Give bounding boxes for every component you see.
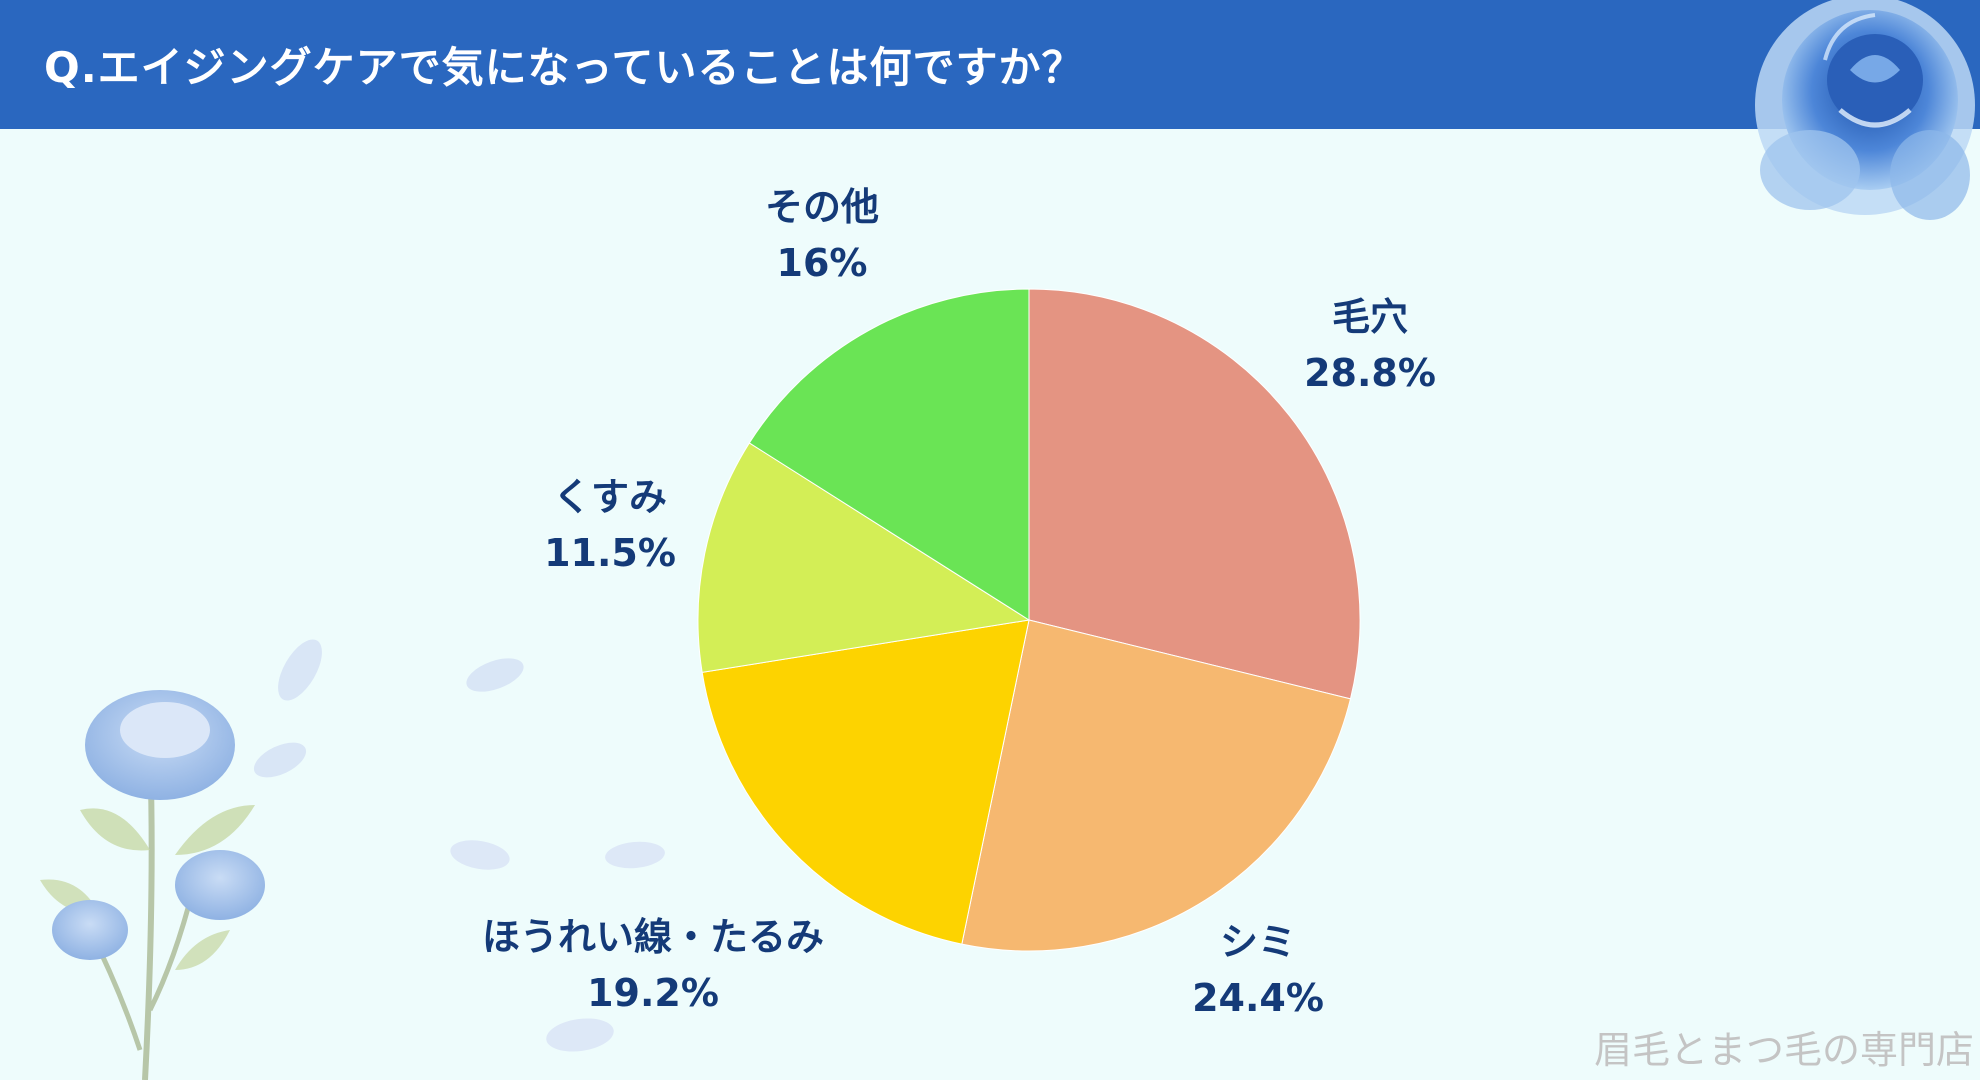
header-bar: Q.エイジングケアで気になっていることは何ですか？	[0, 0, 1980, 129]
slice-category-label: その他	[765, 185, 879, 229]
page-title: Q.エイジングケアで気になっていることは何ですか？	[44, 43, 1085, 92]
blue-rose-decoration-bottom	[40, 639, 665, 1080]
blue-rose-decoration-top	[1755, 0, 1975, 220]
slice-value-label: 19.2%	[587, 971, 719, 1015]
slice-value-label: 16%	[777, 241, 868, 285]
slice-category-label: シミ	[1220, 920, 1296, 964]
footer-credit: 眉毛とまつ毛の専門店	[1593, 1028, 1974, 1072]
slice-value-label: 24.4%	[1192, 976, 1324, 1020]
slice-category-label: 毛穴	[1332, 295, 1408, 339]
pie-slice	[748, 288, 1030, 621]
pie-slice	[697, 442, 1031, 673]
slice-value-label: 28.8%	[1304, 351, 1436, 395]
slice-category-label: ほうれい線・たるみ	[482, 915, 824, 959]
slice-category-label: くすみ	[553, 475, 667, 519]
pie-slice	[1028, 288, 1361, 700]
slice-value-label: 11.5%	[544, 531, 676, 575]
pie-slice	[961, 619, 1352, 952]
pie-slice	[701, 619, 1030, 945]
